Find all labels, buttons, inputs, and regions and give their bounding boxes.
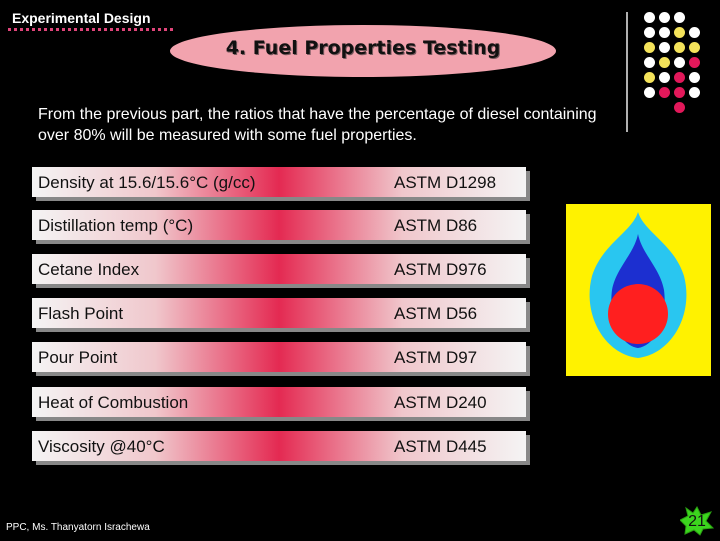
property-standard: ASTM D240 xyxy=(394,393,487,412)
page-number-badge: 21 xyxy=(679,506,715,536)
property-name: Density at 15.6/15.6°C (g/cc) xyxy=(38,173,256,192)
section-underline xyxy=(8,28,173,31)
property-row: Cetane Index ASTM D976 xyxy=(32,254,526,284)
page-number: 21 xyxy=(688,513,706,530)
page-title: 4. Fuel Properties Testing xyxy=(225,37,501,59)
dot-grid-icon xyxy=(638,12,718,122)
property-standard: ASTM D1298 xyxy=(394,173,497,192)
property-standard: ASTM D56 xyxy=(394,304,478,323)
property-standard: ASTM D445 xyxy=(394,437,487,456)
property-row: Viscosity @40°C ASTM D445 xyxy=(32,431,526,461)
property-row: Distillation temp (°C) ASTM D86 xyxy=(32,210,526,240)
property-row: Flash Point ASTM D56 xyxy=(32,298,526,328)
property-row: Density at 15.6/15.6°C (g/cc) ASTM D1298 xyxy=(32,167,526,197)
property-name: Flash Point xyxy=(38,304,124,323)
star-badge-icon xyxy=(679,506,715,536)
property-standard: ASTM D97 xyxy=(394,348,478,367)
property-name: Cetane Index xyxy=(38,260,140,279)
property-name: Viscosity @40°C xyxy=(38,437,165,456)
property-name: Distillation temp (°C) xyxy=(38,216,194,235)
property-standard: ASTM D86 xyxy=(394,216,478,235)
property-row: Pour Point ASTM D97 xyxy=(32,342,526,372)
ptt-flame-logo-icon xyxy=(566,204,711,376)
title-oval xyxy=(170,25,556,77)
section-title: Experimental Design xyxy=(12,10,151,26)
property-name: Heat of Combustion xyxy=(38,393,189,412)
divider-line xyxy=(626,12,628,132)
intro-text: From the previous part, the ratios that … xyxy=(38,106,597,144)
property-row: Heat of Combustion ASTM D240 xyxy=(32,387,526,417)
footer-credit: PPC, Ms. Thanyatorn Israchewa xyxy=(6,522,150,533)
property-name: Pour Point xyxy=(38,348,118,367)
property-standard: ASTM D976 xyxy=(394,260,487,279)
